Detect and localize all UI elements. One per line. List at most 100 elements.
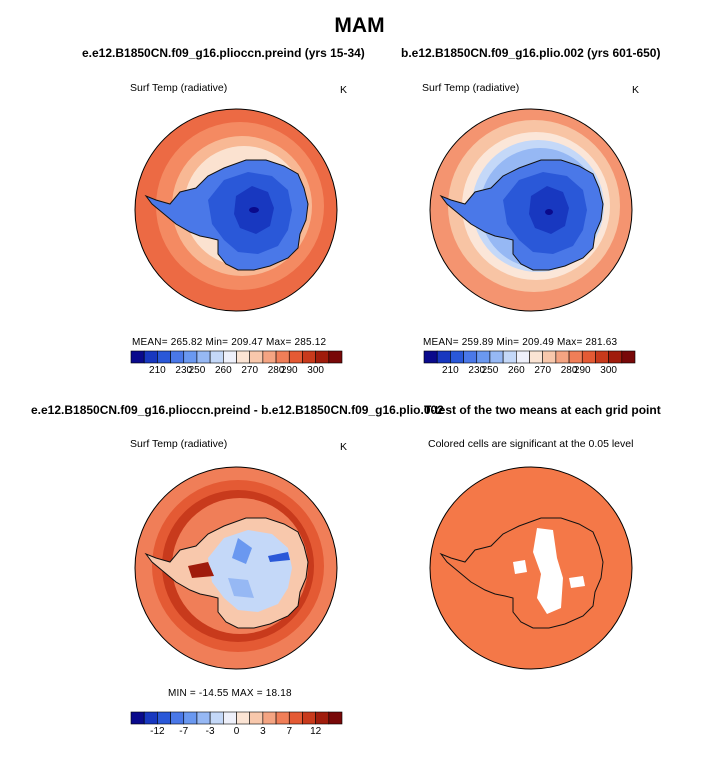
colorbar-bottom-left-tick-label: 12: [310, 726, 322, 737]
colorbar-top-left-cell: [236, 350, 250, 364]
map-bottom-left: [135, 467, 337, 669]
map-top-right: [430, 109, 632, 311]
colorbar-bottom-left-tick-label: 0: [233, 726, 240, 737]
colorbar-top-right-cell: [516, 350, 530, 364]
colorbar-top-right-cell: [436, 350, 451, 364]
colorbar-top-left-tick-label: 210: [149, 365, 166, 376]
colorbar-bottom-left-cell: [157, 711, 171, 725]
colorbar-top-left-cell: [130, 350, 145, 364]
map-top-left-border: [134, 108, 338, 312]
colorbar-top-left-tick-label: 290: [280, 365, 298, 376]
variable-label-top-right: Surf Temp (radiative): [422, 82, 520, 94]
colorbar-bottom-left-cell: [262, 711, 277, 725]
colorbar-top-right-cell: [555, 350, 570, 364]
colorbar-top-right-tick-label: 290: [573, 365, 591, 376]
colorbar-bottom-left-cell: [236, 711, 250, 725]
colorbar-top-left-cell: [288, 350, 303, 364]
colorbar-bottom-left-tick-label: -12: [150, 726, 165, 737]
colorbar-top-right-cell: [568, 350, 583, 364]
colorbar-top-left-cell: [249, 350, 264, 364]
colorbar-bottom-left-cell: [183, 711, 198, 725]
colorbar-bottom-left-tick-label: -7: [179, 726, 189, 737]
colorbar-top-right-cell: [450, 350, 464, 364]
panel-title-bottom-left: e.e12.B1850CN.f09_g16.plioccn.preind - b…: [31, 403, 444, 417]
colorbar-top-right-tick-label: 300: [600, 365, 617, 376]
colorbar-top-left-cell: [143, 350, 158, 364]
colorbar-top-right-cell: [423, 350, 438, 364]
colorbar-bottom-left-tick-label: -3: [205, 726, 215, 737]
colorbar-top-right-tick-label: 230: [468, 365, 486, 376]
stats-bottom-left: MIN = -14.55 MAX = 18.18: [168, 688, 292, 699]
stats-top-left: MEAN= 265.82 Min= 209.47 Max= 285.12: [132, 337, 327, 348]
colorbar-bottom-left-tick-label: 3: [260, 726, 266, 737]
colorbar-bottom-left-tick-label: 7: [286, 726, 293, 737]
figure-title: MAM: [334, 14, 385, 37]
colorbar-top-left-tick-label: 230: [175, 365, 193, 376]
colorbar-top-left-cell: [262, 350, 277, 364]
colorbar-top-right-cell: [595, 350, 609, 364]
colorbar-top-right-cell: [581, 350, 596, 364]
colorbar-top-right-cell: [502, 350, 517, 364]
colorbar-top-right-cell: [608, 350, 623, 364]
panel-title-top-right: b.e12.B1850CN.f09_g16.plio.002 (yrs 601-…: [401, 46, 661, 60]
units-label-top-right: K: [632, 84, 640, 96]
colorbar-bottom-left-cell: [328, 711, 343, 725]
colorbar-top-left-cell: [157, 350, 171, 364]
map-bottom-right-insignificant-2: [513, 560, 527, 574]
colorbar-top-right-cell: [489, 350, 504, 364]
colorbar-top-left-cell: [223, 350, 237, 364]
colorbar-top-right-tick-label: 250: [481, 365, 499, 376]
colorbar-top-right-tick-label: 270: [534, 365, 552, 376]
colorbar-bottom-left: [130, 711, 343, 725]
units-label-bottom-left: K: [340, 441, 348, 453]
colorbar-bottom-left-cell: [130, 711, 145, 725]
colorbar-bottom-left-cell: [275, 711, 290, 725]
colorbar-top-left: [130, 350, 343, 364]
colorbar-top-right-tick-label: 260: [507, 365, 525, 376]
colorbar-top-left-tick-label: 280: [267, 365, 285, 376]
map-bottom-right: [430, 467, 632, 669]
units-label-top-left: K: [340, 84, 348, 96]
stats-top-right: MEAN= 259.89 Min= 209.49 Max= 281.63: [423, 337, 618, 348]
colorbar-bottom-left-cell: [315, 711, 330, 725]
colorbar-bottom-left-cell: [170, 711, 185, 725]
colorbar-bottom-left-cell: [302, 711, 316, 725]
panel-title-top-left: e.e12.B1850CN.f09_g16.plioccn.preind (yr…: [82, 46, 365, 60]
colorbar-top-right-cell: [542, 350, 557, 364]
colorbar-top-right-tick-label: 280: [560, 365, 578, 376]
map-bottom-right-insignificant-1: [533, 528, 563, 614]
map-bottom-left-border: [134, 466, 338, 670]
colorbar-top-left-cell: [196, 350, 211, 364]
map-top-right-border: [429, 108, 633, 312]
colorbar-top-left-cell: [315, 350, 330, 364]
colorbar-top-left-tick-label: 270: [241, 365, 259, 376]
colorbar-bottom-left-cell: [209, 711, 224, 725]
colorbar-top-left-cell: [302, 350, 316, 364]
colorbar-top-left-cell: [328, 350, 343, 364]
colorbar-top-left-cell: [209, 350, 224, 364]
colorbar-bottom-left-cell: [288, 711, 303, 725]
colorbar-top-left-tick-label: 260: [214, 365, 232, 376]
colorbar-top-right-cell: [529, 350, 543, 364]
colorbar-top-left-cell: [275, 350, 290, 364]
variable-label-top-left: Surf Temp (radiative): [130, 82, 228, 94]
ttest-note: Colored cells are significant at the 0.0…: [428, 438, 634, 450]
colorbar-bottom-left-cell: [249, 711, 264, 725]
map-bottom-right-border: [429, 466, 633, 670]
colorbar-top-right: [423, 350, 636, 364]
colorbar-bottom-left-cell: [196, 711, 211, 725]
colorbar-bottom-left-cell: [143, 711, 158, 725]
colorbar-top-left-cell: [183, 350, 198, 364]
colorbar-top-right-cell: [476, 350, 491, 364]
colorbar-top-left-tick-label: 300: [307, 365, 324, 376]
colorbar-top-right-cell: [621, 350, 636, 364]
map-top-left: [135, 109, 337, 311]
colorbar-top-left-tick-label: 250: [188, 365, 206, 376]
panel-title-bottom-right: T-test of the two means at each grid poi…: [424, 403, 661, 417]
colorbar-top-right-cell: [463, 350, 478, 364]
colorbar-bottom-left-cell: [223, 711, 237, 725]
map-bottom-right-insignificant-3: [569, 576, 585, 588]
colorbar-top-right-tick-label: 210: [442, 365, 459, 376]
variable-label-bottom-left: Surf Temp (radiative): [130, 438, 228, 450]
